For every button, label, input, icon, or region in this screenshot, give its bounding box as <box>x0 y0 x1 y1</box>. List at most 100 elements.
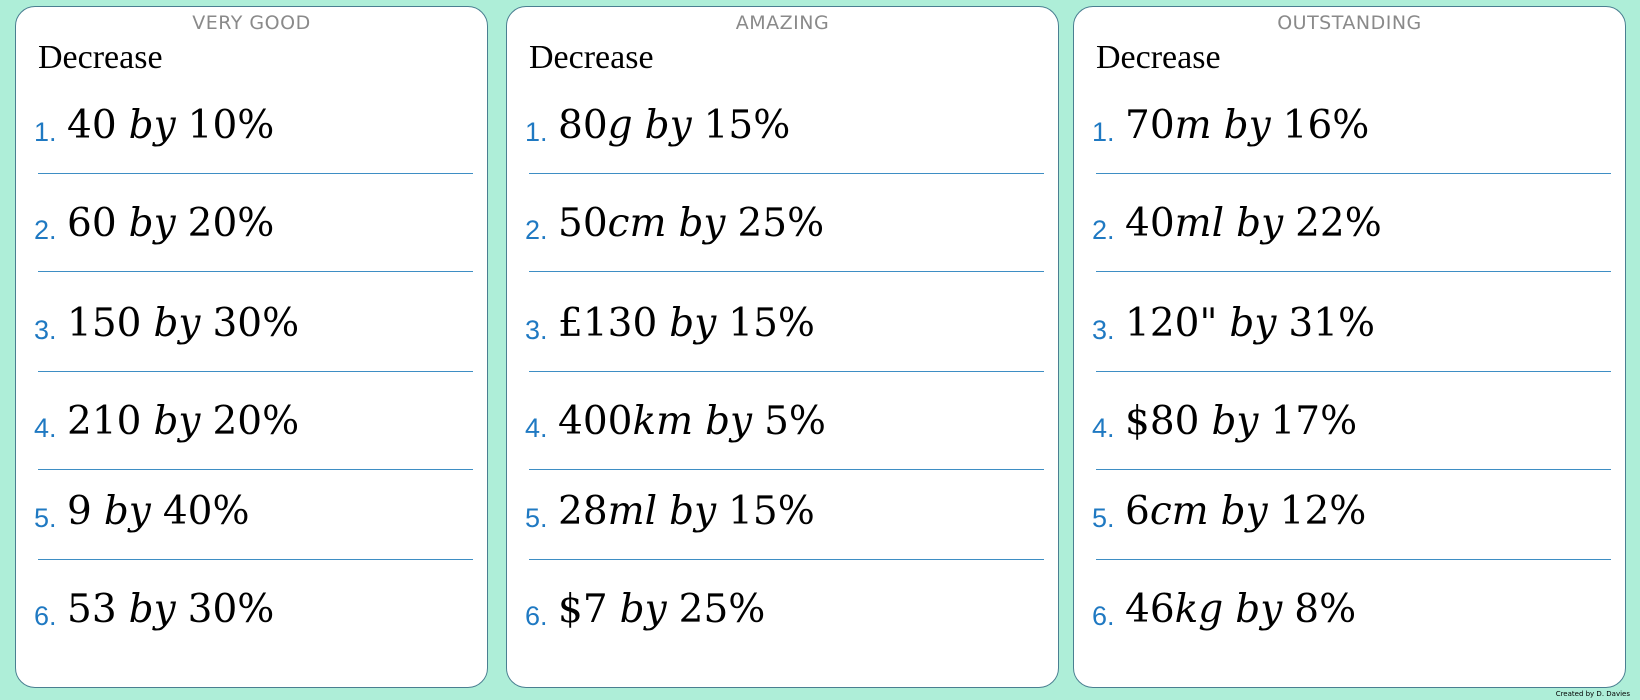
question-amount: 6 <box>1125 489 1150 534</box>
question-unit: cm <box>607 201 667 246</box>
answer-line <box>529 173 1044 174</box>
question-item: 1. 80g by 15% <box>525 101 1044 199</box>
panel-level-title: OUTSTANDING <box>1277 12 1422 34</box>
question-unit: km <box>632 399 694 444</box>
question-by: by <box>128 103 176 148</box>
question-amount: 40 <box>1125 201 1175 246</box>
panel-level-title: AMAZING <box>735 12 830 34</box>
question-expression: 50cm by 25% <box>558 201 824 246</box>
question-by: by <box>619 587 667 632</box>
question-expression: 6cm by 12% <box>1125 489 1366 534</box>
question-number: 2. <box>1092 215 1115 245</box>
question-percent: 5% <box>764 399 826 444</box>
answer-line <box>1096 173 1611 174</box>
question-item: 4. 210 by 20% <box>34 397 473 495</box>
question-percent: 20% <box>212 399 300 444</box>
question-percent: 10% <box>187 103 275 148</box>
question-number: 1. <box>34 117 57 147</box>
answer-line <box>38 173 473 174</box>
question-amount: 150 <box>67 301 142 346</box>
panel-heading: Decrease <box>529 39 654 76</box>
question-percent: 15% <box>703 103 791 148</box>
question-amount: 53 <box>67 587 117 632</box>
question-expression: 400km by 5% <box>558 399 826 444</box>
question-expression: 210 by 20% <box>67 399 299 444</box>
answer-line <box>38 469 473 470</box>
answer-line <box>1096 371 1611 372</box>
panel-level-title: VERY GOOD <box>192 12 311 34</box>
question-expression: 40ml by 22% <box>1125 201 1382 246</box>
question-item: 5. 6cm by 12% <box>1092 487 1611 585</box>
question-amount: $7 <box>558 587 608 632</box>
question-amount: 210 <box>67 399 142 444</box>
question-by: by <box>705 399 753 444</box>
question-amount: 46 <box>1125 587 1175 632</box>
question-number: 3. <box>1092 315 1115 345</box>
question-number: 1. <box>525 117 548 147</box>
question-by: by <box>1229 301 1277 346</box>
question-item: 2. 50cm by 25% <box>525 199 1044 297</box>
question-expression: 60 by 20% <box>67 201 274 246</box>
question-by: by <box>678 201 726 246</box>
panel-heading: Decrease <box>38 39 163 76</box>
question-number: 4. <box>1092 413 1115 443</box>
question-percent: 15% <box>728 301 815 346</box>
question-percent: 12% <box>1279 489 1367 534</box>
question-percent: 40% <box>162 489 250 534</box>
question-amount: 9 <box>67 489 92 534</box>
panel-outstanding: OUTSTANDING Decrease 1. 70m by 16% 2. 40ml… <box>1073 6 1626 688</box>
question-by: by <box>1223 103 1271 148</box>
question-number: 5. <box>34 503 57 533</box>
question-item: 3. 150 by 30% <box>34 299 473 397</box>
question-item: 3. 120" by 31% <box>1092 299 1611 397</box>
question-number: 5. <box>1092 503 1115 533</box>
answer-line <box>38 371 473 372</box>
question-item: 1. 40 by 10% <box>34 101 473 199</box>
panel-heading: Decrease <box>1096 39 1221 76</box>
question-expression: 150 by 30% <box>67 301 299 346</box>
question-by: by <box>669 301 717 346</box>
question-item: 6. 53 by 30% <box>34 585 473 683</box>
question-percent: 22% <box>1295 201 1382 246</box>
question-expression: 9 by 40% <box>67 489 250 534</box>
question-item: 2. 60 by 20% <box>34 199 473 297</box>
question-number: 6. <box>34 601 57 631</box>
question-unit: kg <box>1174 587 1224 632</box>
answer-line <box>1096 559 1611 560</box>
question-by: by <box>153 301 201 346</box>
question-item: 2. 40ml by 22% <box>1092 199 1611 297</box>
question-number: 3. <box>34 315 57 345</box>
question-percent: 20% <box>187 201 275 246</box>
question-item: 5. 28ml by 15% <box>525 487 1044 585</box>
answer-line <box>529 271 1044 272</box>
question-expression: 80g by 15% <box>558 103 790 148</box>
question-number: 6. <box>525 601 548 631</box>
question-by: by <box>128 587 176 632</box>
question-percent: 15% <box>728 489 815 534</box>
answer-line <box>38 559 473 560</box>
question-by: by <box>1235 587 1283 632</box>
question-percent: 25% <box>678 587 766 632</box>
answer-line <box>529 371 1044 372</box>
question-by: by <box>1236 201 1284 246</box>
panel-very-good: VERY GOOD Decrease 1. 40 by 10% 2. 60 by 20%… <box>15 6 488 688</box>
question-amount: 28 <box>558 489 608 534</box>
question-amount: 50 <box>558 201 608 246</box>
question-item: 1. 70m by 16% <box>1092 101 1611 199</box>
panel-amazing: AMAZING Decrease 1. 80g by 15% 2. 50cm by 25… <box>506 6 1059 688</box>
question-number: 4. <box>525 413 548 443</box>
question-unit: ml <box>607 489 658 534</box>
question-amount: 60 <box>67 201 117 246</box>
question-percent: 25% <box>737 201 825 246</box>
question-percent: 8% <box>1294 587 1357 632</box>
question-number: 2. <box>34 215 57 245</box>
question-percent: 16% <box>1282 103 1370 148</box>
question-expression: £130 by 15% <box>558 301 815 346</box>
question-unit: m <box>1174 103 1212 148</box>
question-item: 6. $7 by 25% <box>525 585 1044 683</box>
credit-text: Created by D. Davies <box>1555 690 1630 698</box>
question-number: 3. <box>525 315 548 345</box>
question-expression: 40 by 10% <box>67 103 274 148</box>
question-expression: $7 by 25% <box>558 587 765 632</box>
question-expression: 28ml by 15% <box>558 489 815 534</box>
